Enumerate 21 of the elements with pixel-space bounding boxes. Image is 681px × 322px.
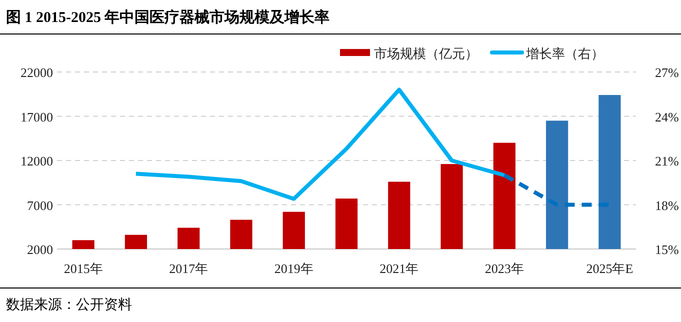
y-tick-label: 12000 [20,154,53,168]
x-tick-label: 2025年E [586,261,634,276]
x-tick-label: 2017年 [169,261,208,276]
y2-tick-label: 15% [655,242,679,257]
x-tick-label: 2015年 [64,261,103,276]
y2-tick-label: 24% [655,109,679,124]
x-tick-label: 2019年 [274,261,314,276]
line-series [134,88,506,201]
y-tick-label: 17000 [20,109,53,124]
y-tick-label: 7000 [27,198,53,213]
legend-label: 市场规模（亿元） [374,46,478,61]
source-note: 数据来源：公开资料 [6,297,132,313]
x-tick-label: 2023年 [484,261,524,276]
y2-tick-label: 18% [655,198,679,213]
y-tick-label: 2000 [27,242,53,257]
y-tick-label: 22000 [20,65,53,80]
y2-tick-label: 27% [655,65,679,80]
y2-tick-label: 21% [655,154,679,168]
chart-title: 图 1 2015-2025 年中国医疗器械市场规模及增长率 [6,8,330,26]
legend-label: 增长率（右） [525,46,604,61]
x-tick-label: 2021年 [380,261,419,276]
